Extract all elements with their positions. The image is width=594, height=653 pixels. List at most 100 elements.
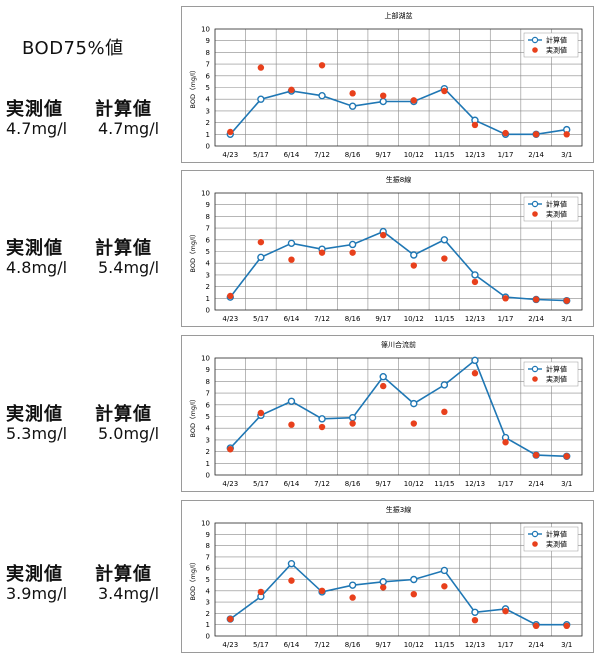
x-tick-label: 2/14: [528, 641, 544, 649]
measured-point: [471, 370, 479, 377]
calculated-point: [410, 575, 418, 584]
measured-point: [349, 594, 356, 601]
x-tick-label: 2/14: [528, 151, 544, 159]
calculated-point: [410, 251, 418, 259]
y-tick-label: 8: [206, 378, 210, 386]
y-tick-label: 0: [206, 472, 210, 480]
measured-point: [410, 590, 417, 598]
y-tick-label: 2: [206, 610, 210, 618]
legend-measured-label: 実測値: [546, 46, 567, 55]
stat-block-1: 実測値 計算値 4.7mg/l 4.7mg/l: [0, 95, 175, 139]
y-tick-label: 3: [206, 436, 210, 444]
x-tick-label: 1/17: [498, 480, 514, 488]
measured-point: [288, 256, 295, 263]
x-tick-label: 7/12: [314, 151, 330, 159]
chart-title: 上部湖盆: [385, 11, 413, 20]
calculated-series-line: [229, 87, 567, 136]
y-tick-label: 3: [206, 107, 210, 115]
chart-1: 上部湖盆 0 1 2 3 4 5 6 7 8 9 10 4/23 5/17 6/14 7/12 8/16 9/17…: [189, 11, 583, 159]
measured-point: [257, 409, 265, 417]
y-tick-label: 1: [206, 460, 210, 468]
y-tick-label: 9: [206, 37, 210, 45]
measured-point: [318, 249, 326, 256]
measured-value: 4.7mg/l: [6, 119, 68, 138]
measured-point: [471, 616, 479, 624]
x-tick-label: 12/13: [465, 151, 485, 159]
measured-point: [349, 249, 356, 256]
measured-point: [227, 615, 234, 623]
legend-box: [523, 196, 579, 222]
measured-point: [349, 90, 356, 97]
y-tick-label: 8: [206, 542, 210, 550]
measured-value: 5.3mg/l: [6, 424, 68, 443]
y-tick-label: 2: [206, 283, 210, 291]
measured-point: [563, 297, 570, 304]
y-tick-label: 7: [206, 61, 210, 69]
y-tick-label: 0: [206, 633, 210, 641]
calculated-value: 3.4mg/l: [98, 584, 160, 603]
measured-point: [227, 446, 234, 453]
measured-point: [502, 607, 509, 615]
y-axis-label: BOD（mg/l）: [189, 231, 197, 273]
chart-title: 生振3線: [386, 505, 411, 514]
calculated-point: [287, 397, 296, 405]
x-tick-label: 9/17: [375, 151, 391, 159]
calculated-point: [440, 236, 449, 244]
y-tick-label: 10: [201, 355, 210, 363]
measured-value: 4.8mg/l: [6, 258, 68, 277]
x-tick-label: 6/14: [284, 315, 300, 323]
measured-value: 3.9mg/l: [6, 584, 68, 603]
main-title: BOD75%値: [22, 38, 124, 59]
x-tick-label: 8/16: [345, 480, 361, 488]
x-tick-label: 11/15: [434, 480, 454, 488]
y-tick-label: 9: [206, 201, 210, 209]
measured-label: 実測値: [6, 238, 63, 259]
measured-point: [380, 382, 387, 390]
chart-title: 篠川合流前: [381, 340, 416, 349]
y-axis-label: BOD（mg/l）: [189, 67, 197, 109]
x-tick-label: 12/13: [465, 480, 485, 488]
y-tick-label: 6: [206, 72, 211, 80]
x-tick-label: 9/17: [375, 480, 391, 488]
chart-3: 篠川合流前 0 1 2 3 4 5 6 7 8 9 10 4/23 5/17 6/14 7/12 8/16 9/1…: [189, 340, 583, 488]
x-tick-label: 10/12: [404, 151, 424, 159]
measured-point: [471, 278, 479, 286]
x-tick-label: 4/23: [222, 480, 238, 488]
y-tick-label: 5: [206, 576, 210, 584]
calculated-value: 4.7mg/l: [98, 119, 160, 138]
x-tick-label: 7/12: [314, 641, 330, 649]
y-tick-label: 0: [206, 143, 210, 151]
y-tick-label: 1: [206, 621, 210, 629]
x-tick-label: 10/12: [404, 480, 424, 488]
x-tick-label: 8/16: [345, 315, 361, 323]
calculated-point: [379, 97, 387, 106]
plot-frame: [214, 357, 583, 476]
calculated-point: [348, 240, 357, 249]
measured-point: [318, 62, 326, 69]
measured-point: [380, 584, 387, 591]
y-tick-label: 5: [206, 84, 210, 92]
x-tick-label: 3/1: [561, 315, 572, 323]
y-tick-label: 6: [206, 565, 211, 573]
x-tick-label: 11/15: [434, 641, 454, 649]
calculated-series-line: [229, 562, 567, 626]
measured-point: [502, 129, 509, 137]
y-tick-label: 5: [206, 248, 210, 256]
measured-label: 実測値: [6, 564, 63, 585]
x-tick-label: 5/17: [253, 315, 269, 323]
legend-box: [523, 526, 579, 552]
measured-point: [532, 622, 540, 630]
measured-point: [532, 451, 540, 459]
measured-point: [227, 292, 234, 300]
y-tick-label: 5: [206, 413, 210, 421]
y-tick-label: 2: [206, 448, 210, 456]
calculated-point: [348, 581, 357, 589]
chart-panel-1: 上部湖盆 0 1 2 3 4 5 6 7 8 9 10 4/23 5/17 6/14 7/12 8/16 9/17…: [181, 6, 594, 163]
stat-block-3: 実測値 計算値 5.3mg/l 5.0mg/l: [0, 400, 175, 444]
y-tick-label: 3: [206, 271, 210, 279]
measured-point: [257, 64, 265, 71]
measured-point: [288, 421, 295, 428]
measured-point: [318, 587, 326, 594]
x-tick-label: 3/1: [561, 480, 572, 488]
y-tick-label: 8: [206, 213, 210, 221]
